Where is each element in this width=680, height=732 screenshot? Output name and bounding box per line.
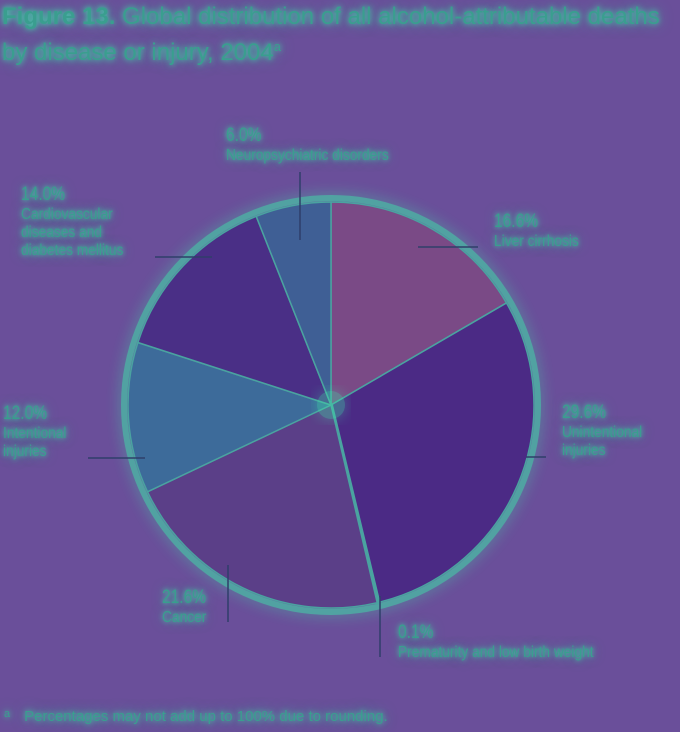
slice-category-label: Prematurity and low birth weight xyxy=(398,643,594,661)
slice-category-label: diabetes mellitus xyxy=(21,241,123,259)
pie-glow xyxy=(121,195,541,615)
slice-label: 16.6%Liver cirrhosis xyxy=(494,210,579,251)
title-footnote-mark: a xyxy=(273,39,281,54)
footnote-text: Percentages may not add up to 100% due t… xyxy=(24,708,388,725)
slice-percent: 21.6% xyxy=(162,586,206,608)
figure-number: Figure 13. xyxy=(2,3,116,30)
slice-percent: 12.0% xyxy=(3,402,47,424)
slice-category-label: injuries xyxy=(562,441,606,459)
pie-slice xyxy=(146,403,379,609)
pie-slice xyxy=(127,341,334,493)
slice-percent: 6.0% xyxy=(226,124,261,146)
slice-label: 0.1%Prematurity and low birth weight xyxy=(398,621,594,662)
slice-category-label: diseases and xyxy=(21,223,102,241)
footnote-mark: a xyxy=(4,708,11,720)
pie-slice xyxy=(330,201,508,407)
slice-label: 6.0%Neuropsychiatric disorders xyxy=(226,124,389,165)
slice-category-label: Cancer xyxy=(162,608,206,626)
chart-title: Figure 13. Global distribution of all al… xyxy=(2,2,678,68)
slice-percent: 14.0% xyxy=(21,183,65,205)
pie-slice xyxy=(255,201,332,406)
title-text: Global distribution of all alcohol-attri… xyxy=(2,3,660,66)
slice-category-label: Intentional xyxy=(3,424,66,442)
slice-percent: 16.6% xyxy=(494,210,538,232)
slice-percent: 0.1% xyxy=(398,621,433,643)
slice-category-label: Neuropsychiatric disorders xyxy=(226,146,389,164)
footnote: a Percentages may not add up to 100% due … xyxy=(4,708,388,725)
slice-category-label: Liver cirrhosis xyxy=(494,232,579,250)
slice-category-label: injuries xyxy=(3,442,47,460)
slice-category-label: Cardiovascular xyxy=(21,205,113,223)
pie-center-glow xyxy=(317,391,345,419)
slice-category-label: Unintentional xyxy=(562,423,642,441)
slice-label: 21.6%Cancer xyxy=(162,586,206,627)
pie-slice xyxy=(330,301,535,604)
slice-percent: 29.6% xyxy=(562,401,606,423)
pie-slice xyxy=(136,215,333,407)
